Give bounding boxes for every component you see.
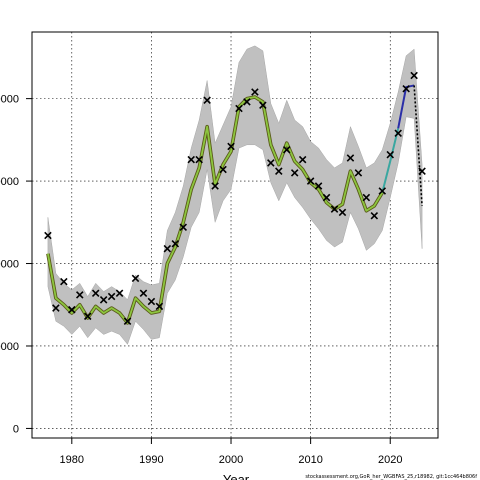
observation-marker [314, 182, 323, 190]
observation-marker [290, 169, 299, 177]
observation-marker [378, 187, 387, 195]
observation-marker [282, 145, 291, 154]
estimate-line-forecast [413, 85, 423, 206]
observation-marker [267, 159, 275, 167]
observation-marker [163, 244, 172, 253]
observation-marker [60, 277, 68, 286]
observation-marker [298, 155, 307, 164]
x-axis-title: Year [223, 472, 250, 480]
observation-marker [386, 150, 395, 159]
observation-marker [195, 155, 203, 164]
observation-marker [370, 211, 379, 220]
observation-marker [187, 155, 195, 164]
x-tick-label: 2010 [298, 454, 322, 466]
observation-markers [44, 71, 426, 326]
observation-marker [259, 101, 267, 109]
observation-marker [275, 167, 283, 175]
estimate-line [46, 84, 423, 325]
observation-marker [179, 223, 188, 232]
x-tick-label: 1990 [139, 454, 163, 466]
estimate-line-main [47, 96, 384, 324]
observation-marker [330, 205, 339, 213]
y-tick-label: 0 [13, 423, 19, 435]
observation-marker [131, 274, 140, 283]
observation-marker [83, 312, 92, 321]
observation-marker [402, 84, 410, 93]
observation-marker [338, 208, 347, 217]
x-axis: 1980 1990 2000 2010 2020 [60, 438, 402, 466]
observation-marker [155, 302, 164, 311]
observation-marker [306, 177, 315, 185]
x-tick-label: 1980 [60, 454, 84, 466]
observation-marker [322, 193, 331, 202]
observation-marker [418, 167, 426, 175]
observation-marker [115, 289, 124, 297]
x-tick-label: 2000 [219, 454, 243, 466]
observation-marker [99, 296, 108, 304]
observation-marker [354, 169, 363, 177]
x-tick-label: 2020 [378, 454, 402, 466]
observation-marker [211, 182, 219, 190]
observation-marker [44, 231, 52, 240]
observation-marker [346, 154, 355, 162]
estimate-line-recent [381, 128, 400, 193]
footer-credit: stockassessment.org,GoR_her_WGBFAS_25,r1… [305, 474, 477, 480]
observation-marker [171, 239, 180, 248]
observation-marker [68, 305, 76, 314]
plot-frame [31, 31, 439, 439]
observation-marker [52, 304, 60, 312]
observation-marker [219, 165, 227, 174]
observation-marker [203, 96, 211, 105]
observation-marker [147, 297, 156, 306]
observation-marker [410, 71, 418, 80]
observation-marker [107, 292, 116, 301]
observation-marker [91, 289, 100, 297]
observation-marker [235, 104, 243, 113]
observation-marker [251, 88, 259, 96]
observation-marker [75, 291, 84, 299]
observation-marker [123, 317, 132, 326]
observation-marker [243, 98, 251, 106]
estimate-line-latest [397, 84, 415, 129]
observation-marker [139, 289, 148, 297]
y-axis: 00000000000000000 [0, 94, 32, 435]
observation-marker [394, 129, 402, 138]
observation-marker [227, 142, 235, 151]
observation-marker [362, 193, 371, 202]
